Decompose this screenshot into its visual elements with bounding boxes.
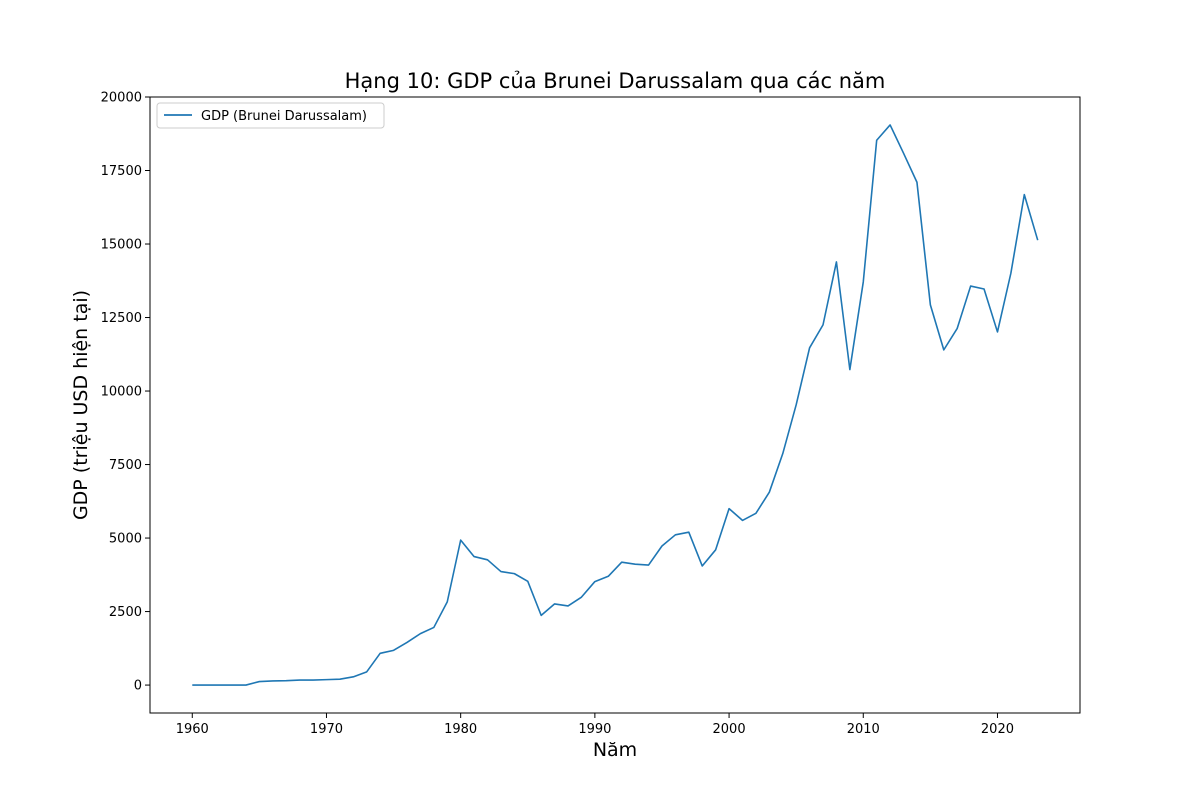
x-axis-title: Năm <box>593 739 637 761</box>
x-tick-label: 1960 <box>176 722 209 737</box>
y-tick-label: 15000 <box>101 238 142 253</box>
chart-title: Hạng 10: GDP của Brunei Darussalam qua c… <box>345 69 886 93</box>
x-tick-label: 1980 <box>444 722 477 737</box>
x-tick-label: 2000 <box>713 722 746 737</box>
series-line-gdp <box>192 124 1039 686</box>
x-tick-label: 1990 <box>578 722 611 737</box>
legend-label: GDP (Brunei Darussalam) <box>201 109 367 124</box>
y-tick-label: 5000 <box>109 532 142 547</box>
x-tick-label: 2020 <box>981 722 1014 737</box>
legend-box <box>156 102 385 129</box>
y-tick-label: 17500 <box>101 164 142 179</box>
y-tick-label: 0 <box>134 679 142 694</box>
y-tick-label: 7500 <box>109 458 142 473</box>
x-tick-label: 2010 <box>847 722 880 737</box>
y-axis: 0 2500 5000 7500 10000 12500 15000 17500 20000 <box>101 91 150 694</box>
y-tick-label: 20000 <box>101 91 142 106</box>
y-tick-label: 2500 <box>109 605 142 620</box>
y-tick-label: 12500 <box>101 311 142 326</box>
y-tick-label: 10000 <box>101 385 142 400</box>
legend: GDP (Brunei Darussalam) <box>156 102 385 129</box>
x-axis: 1960 1970 1980 1990 2000 2010 2020 <box>176 713 1014 737</box>
plot-area <box>149 96 1081 714</box>
x-tick-label: 1970 <box>310 722 343 737</box>
y-axis-title: GDP (triệu USD hiện tại) <box>70 290 92 520</box>
